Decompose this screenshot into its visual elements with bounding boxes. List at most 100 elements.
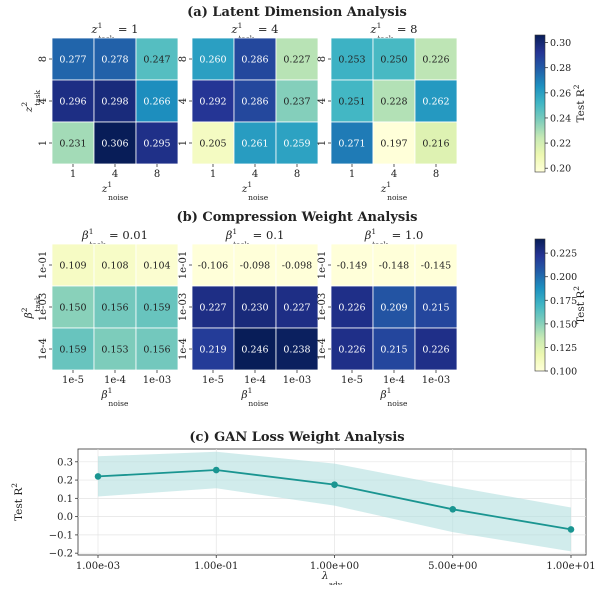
y-tick-label: 4 xyxy=(178,98,189,104)
cell-value-label: 0.259 xyxy=(283,139,310,150)
panel-title-symbol: β xyxy=(81,228,89,242)
cell-value-label: 0.286 xyxy=(241,97,268,108)
cell-value-label: 0.215 xyxy=(422,303,449,314)
y-tick-label: 1e-4 xyxy=(178,338,189,360)
cell-value-label: 0.277 xyxy=(59,55,86,66)
x-axis-label-superscript: 1 xyxy=(387,386,392,395)
colorbar-tick-label: 0.100 xyxy=(550,367,577,378)
panel-title-symbol: z xyxy=(231,22,239,36)
x-axis-label-superscript: 1 xyxy=(107,180,112,189)
x-axis-label-subscript: noise xyxy=(248,399,269,408)
colorbar-gradient xyxy=(534,34,546,173)
colorbar: 0.100 0.125 0.150 0.175 0.200 0.225 Test R2 xyxy=(534,238,587,378)
cell-value-label: -0.098 xyxy=(240,261,270,272)
x-axis-label-superscript: 1 xyxy=(248,386,253,395)
x-axis-label-subscript: noise xyxy=(108,399,129,408)
x-axis-label-subscript: adv xyxy=(329,580,343,585)
y-tick-label: −0.1 xyxy=(49,530,73,541)
heatmap-cell xyxy=(372,243,416,287)
section-title: (b) Compression Weight Analysis xyxy=(177,210,418,225)
x-tick-label: 1 xyxy=(349,169,355,180)
colorbar-tick-label: 0.26 xyxy=(550,88,571,99)
cell-value-label: 0.215 xyxy=(380,345,407,356)
y-axis-label-text: Test R xyxy=(13,487,25,521)
x-tick-label: 1.00e-03 xyxy=(76,561,120,572)
cell-value-label: 0.227 xyxy=(199,303,226,314)
x-axis-label: λadv xyxy=(321,570,343,585)
x-axis-label: z1 noise xyxy=(241,180,269,202)
line-chart: (c) GAN Loss Weight Analysis 0.3 0.2 0.1 0.0… xyxy=(10,430,595,589)
cell-value-label: 0.227 xyxy=(283,55,310,66)
y-tick-label: 8 xyxy=(178,56,189,62)
cell-value-label: 0.266 xyxy=(143,97,170,108)
x-tick-label: 8 xyxy=(154,169,160,180)
x-axis-label-superscript: 1 xyxy=(108,386,113,395)
cell-value-label: 0.306 xyxy=(101,139,128,150)
heatmap-cell xyxy=(233,37,277,81)
heatmap-cell xyxy=(135,121,179,165)
x-axis-label-symbol: z xyxy=(101,183,108,195)
y-tick-label: 1 xyxy=(317,140,328,146)
cell-value-label: 0.238 xyxy=(283,345,310,356)
cell-value-label: -0.098 xyxy=(282,261,312,272)
y-tick-label: 1e-03 xyxy=(317,293,328,321)
y-tick-label: 8 xyxy=(317,56,328,62)
panel-title-value: = 8 xyxy=(393,22,417,36)
colorbar-tick-label: 0.28 xyxy=(550,63,571,74)
cell-value-label: 0.205 xyxy=(199,139,226,150)
data-point xyxy=(449,506,457,513)
cell-value-label: 0.260 xyxy=(199,55,226,66)
panel-title-superscript: 1 xyxy=(238,21,243,30)
heatmap-cell xyxy=(330,327,374,371)
cell-value-label: 0.159 xyxy=(143,303,170,314)
heatmap-cell xyxy=(372,79,416,123)
y-tick-label: 1e-03 xyxy=(38,293,49,321)
colorbar-tick-label: 0.200 xyxy=(550,272,577,283)
heatmap-cell xyxy=(414,285,458,329)
x-tick-label: 1e-03 xyxy=(422,375,450,386)
cell-value-label: 0.156 xyxy=(101,303,128,314)
x-axis-label-subscript: noise xyxy=(108,193,129,202)
heatmap-cell xyxy=(275,37,319,81)
y-axis-label-symbol: β xyxy=(23,312,35,319)
heatmap-cell xyxy=(414,243,458,287)
heatmap-cell xyxy=(51,79,95,123)
heatmap-cell xyxy=(191,327,235,371)
cell-value-label: 0.286 xyxy=(241,55,268,66)
heatmap-cell xyxy=(372,327,416,371)
heatmap-cell xyxy=(275,121,319,165)
panel-title-symbol: β xyxy=(225,228,233,242)
cell-value-label: 0.292 xyxy=(199,97,226,108)
x-tick-label: 1 xyxy=(70,169,76,180)
cell-value-label: -0.145 xyxy=(421,261,451,272)
x-axis-label-symbol: z xyxy=(380,183,387,195)
heatmap-cell xyxy=(191,285,235,329)
x-tick-label: 1e-5 xyxy=(202,375,224,386)
colorbar-label: Test R2 xyxy=(572,84,587,122)
colorbar-tick-label: 0.24 xyxy=(550,113,571,124)
colorbar-tick-label: 0.150 xyxy=(550,319,577,330)
cell-value-label: 0.209 xyxy=(380,303,407,314)
heatmap-cell xyxy=(191,121,235,165)
x-axis-label-symbol: β xyxy=(241,389,248,401)
y-tick-label: 1e-4 xyxy=(38,338,49,360)
y-tick-label: 1e-03 xyxy=(178,293,189,321)
cell-value-label: 0.104 xyxy=(143,261,170,272)
section-2: (b) Compression Weight Analysisβ1task = … xyxy=(20,210,587,408)
y-tick-label: 4 xyxy=(38,98,49,104)
cell-value-label: -0.106 xyxy=(198,261,228,272)
y-tick-label: 0.3 xyxy=(57,457,73,468)
x-tick-label: 4 xyxy=(391,169,397,180)
x-tick-label: 4 xyxy=(252,169,258,180)
y-tick-label: 1e-01 xyxy=(317,251,328,279)
colorbar-label-superscript: 2 xyxy=(572,286,581,291)
x-tick-label: 5.00e+00 xyxy=(428,561,477,572)
x-tick-label: 1e-4 xyxy=(383,375,405,386)
cell-value-label: 0.159 xyxy=(59,345,86,356)
colorbar: 0.20 0.22 0.24 0.26 0.28 0.30 Test R2 xyxy=(534,34,587,175)
x-tick-label: 1e-03 xyxy=(283,375,311,386)
cell-value-label: 0.296 xyxy=(59,97,86,108)
colorbar-tick-label: 0.175 xyxy=(550,296,577,307)
